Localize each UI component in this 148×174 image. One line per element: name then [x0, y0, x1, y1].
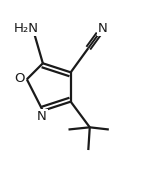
Text: N: N	[98, 22, 107, 35]
Text: N: N	[37, 110, 46, 123]
Text: O: O	[14, 72, 24, 85]
Text: H₂N: H₂N	[14, 22, 39, 35]
